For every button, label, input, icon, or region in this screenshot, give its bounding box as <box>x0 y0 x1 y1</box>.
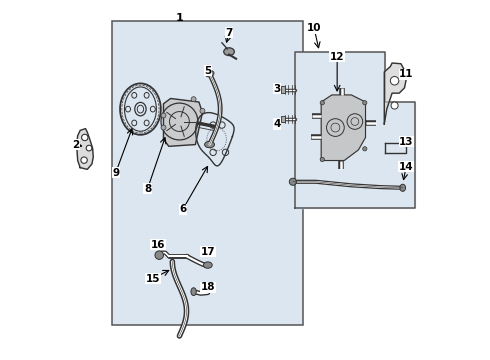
Circle shape <box>81 157 87 163</box>
Ellipse shape <box>400 184 406 192</box>
Circle shape <box>155 251 164 260</box>
Ellipse shape <box>191 288 196 296</box>
Text: 14: 14 <box>399 162 414 171</box>
Circle shape <box>363 147 367 151</box>
Text: 7: 7 <box>225 28 233 38</box>
Text: 12: 12 <box>330 51 344 62</box>
Circle shape <box>82 134 88 141</box>
Circle shape <box>320 157 324 162</box>
Polygon shape <box>76 129 93 169</box>
Circle shape <box>363 100 367 105</box>
Text: 9: 9 <box>112 168 119 178</box>
Text: 11: 11 <box>399 69 414 79</box>
Text: 6: 6 <box>179 204 187 214</box>
Text: 5: 5 <box>204 66 211 76</box>
Text: 18: 18 <box>200 282 215 292</box>
Polygon shape <box>321 95 366 161</box>
Bar <box>281 86 285 93</box>
Circle shape <box>200 108 205 113</box>
Polygon shape <box>164 99 202 146</box>
Bar <box>112 21 303 325</box>
Ellipse shape <box>224 48 234 55</box>
Text: 3: 3 <box>273 84 280 94</box>
Text: 17: 17 <box>200 247 215 257</box>
Text: 10: 10 <box>307 23 321 33</box>
Text: 16: 16 <box>151 239 166 249</box>
Text: 4: 4 <box>273 119 281 129</box>
Ellipse shape <box>205 286 214 292</box>
Circle shape <box>391 102 398 109</box>
Text: 8: 8 <box>144 184 151 194</box>
Ellipse shape <box>205 141 215 148</box>
Text: 1: 1 <box>175 13 183 23</box>
Circle shape <box>320 100 324 105</box>
Ellipse shape <box>203 262 212 268</box>
Text: 2: 2 <box>72 140 79 149</box>
Circle shape <box>86 145 92 151</box>
Circle shape <box>391 77 399 85</box>
Polygon shape <box>294 53 415 208</box>
Circle shape <box>161 125 166 130</box>
Ellipse shape <box>205 71 214 77</box>
Circle shape <box>289 178 296 185</box>
Text: 13: 13 <box>399 137 414 147</box>
Text: 15: 15 <box>146 274 160 284</box>
Bar <box>281 116 285 122</box>
Circle shape <box>191 97 196 102</box>
Circle shape <box>161 113 166 118</box>
Polygon shape <box>384 63 406 124</box>
